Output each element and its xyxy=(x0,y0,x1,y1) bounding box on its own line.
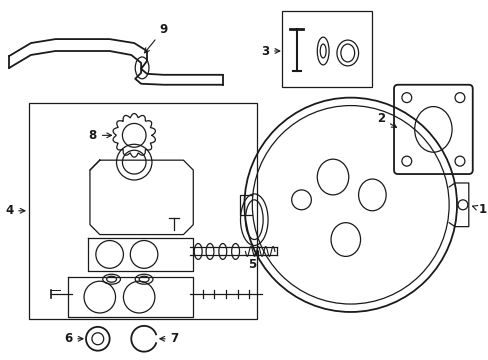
Bar xyxy=(29,103,257,319)
Text: 4: 4 xyxy=(5,204,25,217)
Text: 3: 3 xyxy=(261,45,279,58)
Text: 9: 9 xyxy=(144,23,167,53)
Text: 6: 6 xyxy=(64,332,83,345)
Text: 1: 1 xyxy=(471,203,486,216)
Text: 8: 8 xyxy=(88,129,111,142)
Bar xyxy=(281,11,371,87)
Text: 2: 2 xyxy=(376,112,396,127)
Text: 7: 7 xyxy=(160,332,179,345)
Text: 5: 5 xyxy=(248,251,258,271)
